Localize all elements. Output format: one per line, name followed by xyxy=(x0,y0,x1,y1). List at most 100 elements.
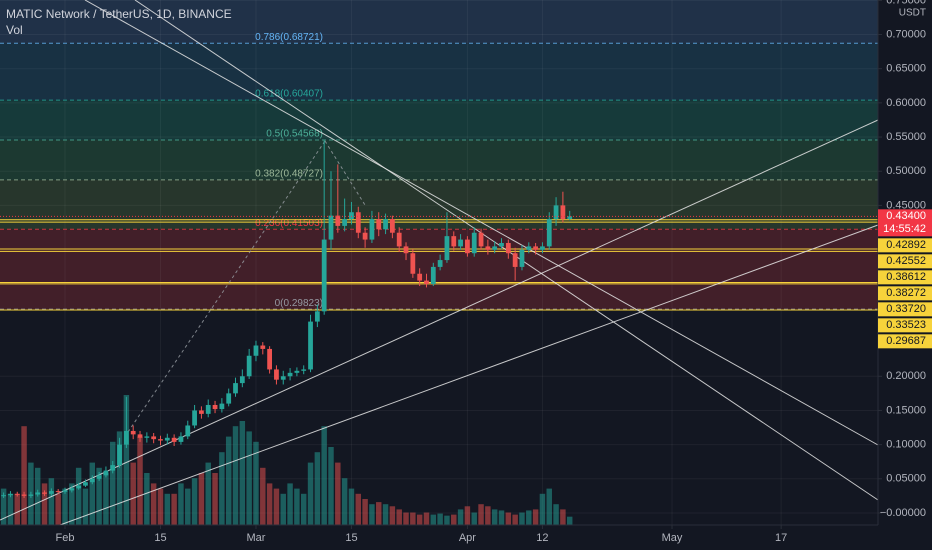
candle-body xyxy=(430,266,436,284)
chart-subtitle: Vol xyxy=(6,23,23,37)
candle-body xyxy=(55,491,61,493)
candle-body xyxy=(308,321,313,370)
volume-bar xyxy=(335,462,341,525)
volume-bar xyxy=(96,467,102,525)
candle-body xyxy=(192,410,197,426)
y-tick-label: 0.55000 xyxy=(886,131,926,143)
candle-body xyxy=(178,436,184,442)
x-tick-label: 17 xyxy=(775,532,787,544)
candle-body xyxy=(403,246,409,254)
candle-body xyxy=(560,205,566,220)
y-tick-label: −0.00000 xyxy=(880,507,926,519)
fib-zone xyxy=(0,100,878,140)
volume-bar xyxy=(157,488,164,525)
volume-bar xyxy=(0,488,7,525)
volume-bar xyxy=(7,493,14,525)
volume-bar xyxy=(137,436,143,525)
candle-body xyxy=(185,425,191,437)
volume-bar xyxy=(355,493,362,525)
y-tick-label: 0.65000 xyxy=(886,63,926,75)
candles xyxy=(1,140,573,498)
candle-body xyxy=(246,355,252,377)
volume-bar xyxy=(485,506,491,525)
volume-bar xyxy=(110,441,116,525)
fib-level-label: 0(0.29823) xyxy=(275,298,323,309)
fib-level-label: 0.786(0.68721) xyxy=(255,32,323,43)
volume-bar xyxy=(273,488,280,525)
last-price-tag xyxy=(878,209,932,237)
price-level-label: 0.33523 xyxy=(886,319,926,331)
volume-bar xyxy=(287,483,293,525)
volume-bar xyxy=(566,516,573,525)
y-tick-label: 0.15000 xyxy=(886,404,926,416)
volume-bar xyxy=(519,512,525,525)
price-level-label: 0.38612 xyxy=(886,271,926,283)
price-level-tag xyxy=(878,238,932,253)
volume-bar xyxy=(396,509,402,525)
x-tick-label: Apr xyxy=(459,532,476,544)
volume-bar xyxy=(225,436,232,525)
fib-zones xyxy=(0,0,878,310)
volume-bar xyxy=(314,452,321,525)
volume-bar xyxy=(491,509,498,525)
candle-body xyxy=(287,372,293,377)
volume-bar xyxy=(253,441,259,525)
price-level-tag xyxy=(878,302,932,317)
y-tick-label: 0.05000 xyxy=(886,473,926,485)
fib-level-label: 0.236(0.41503) xyxy=(255,218,323,229)
volume-bar xyxy=(471,512,477,525)
volume-bar xyxy=(464,506,471,525)
volume-bar xyxy=(103,473,109,525)
volume-bar xyxy=(300,493,307,525)
volume-bar xyxy=(69,483,75,525)
volume-bar xyxy=(560,509,566,525)
candle-body xyxy=(35,492,41,495)
candle-body xyxy=(417,273,423,281)
fib-lines: 0(0.29823) 0.236(0.41503) 0.382(0.48727) 0.… xyxy=(0,32,878,310)
fib-zone xyxy=(0,43,878,101)
candle-body xyxy=(260,345,266,349)
volume-bar xyxy=(410,512,416,525)
candle-body xyxy=(62,490,68,492)
volume-bar xyxy=(198,473,205,525)
candle-body xyxy=(164,437,170,441)
candle-body xyxy=(144,436,150,438)
candle-body xyxy=(519,249,525,267)
candle-body xyxy=(567,216,573,220)
fib-zone xyxy=(0,229,878,310)
volume-bar xyxy=(130,462,136,525)
candle-body xyxy=(69,488,75,491)
candle-body xyxy=(362,232,368,240)
candle-body xyxy=(499,242,504,247)
candle-body xyxy=(103,470,109,476)
volume-bar xyxy=(403,512,409,525)
candle-body xyxy=(21,494,27,496)
volume-bar xyxy=(239,421,246,525)
fib-anchor-line xyxy=(127,140,326,433)
candle-body xyxy=(444,236,450,261)
volume-bar xyxy=(389,506,396,525)
volume-bar xyxy=(62,488,68,525)
volume-bar xyxy=(430,514,437,525)
currency-label: USDT xyxy=(899,8,926,19)
candle-body xyxy=(383,219,388,230)
volume-bar xyxy=(498,510,505,525)
volume-bar xyxy=(123,395,130,525)
volume-bar xyxy=(451,514,457,525)
candle-body xyxy=(478,232,484,247)
candle-body xyxy=(424,280,429,284)
volume-bar xyxy=(526,510,532,525)
candle-body xyxy=(505,242,511,254)
candle-body xyxy=(355,212,361,233)
fib-anchor-line xyxy=(324,140,366,206)
x-tick-label: May xyxy=(662,532,683,544)
candle-body xyxy=(458,239,463,247)
price-level-tag xyxy=(878,318,932,333)
candle-body xyxy=(451,236,457,247)
candle-body xyxy=(342,219,348,226)
volume-bar xyxy=(369,504,375,525)
candle-body xyxy=(396,232,402,247)
volume-bar xyxy=(382,504,389,525)
horizontal-levels xyxy=(0,219,878,311)
